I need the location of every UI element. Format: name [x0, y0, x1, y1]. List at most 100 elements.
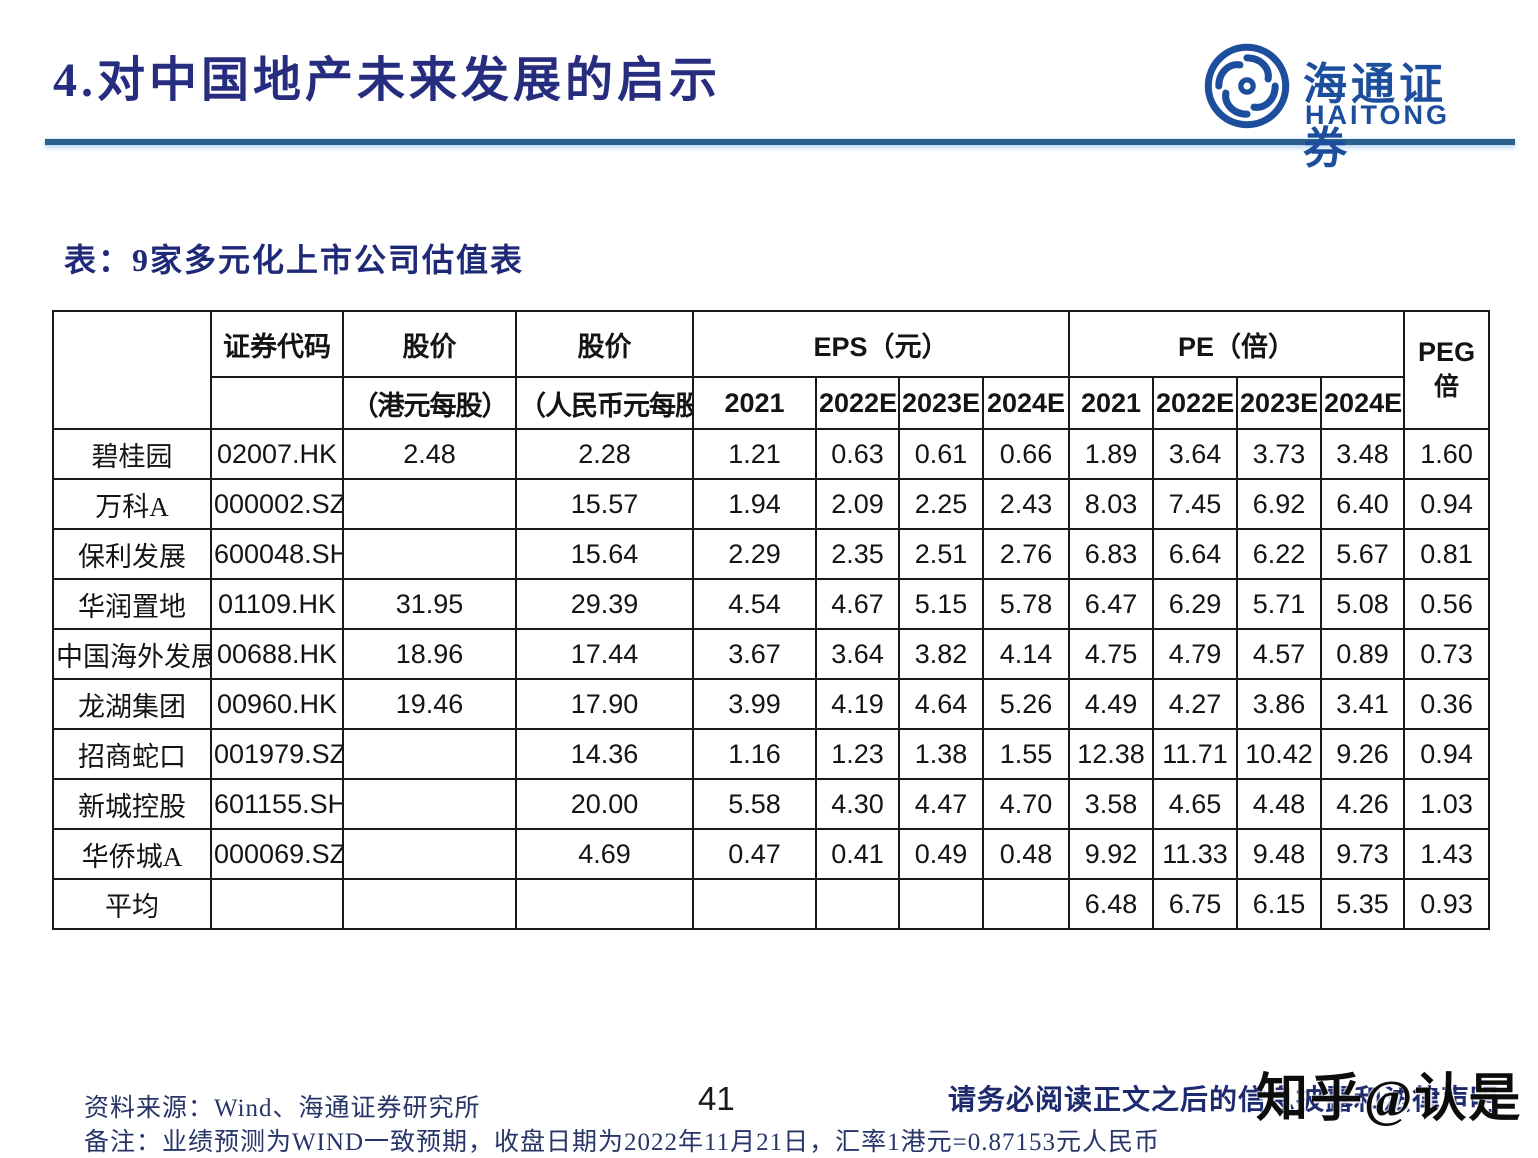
- header-price-hkd-unit: （港元每股）: [342, 376, 517, 430]
- table-row: 招商蛇口 001979.SZ 14.36 1.16 1.23 1.38 1.55…: [52, 728, 1491, 780]
- haitong-logo: 海通证券 HAITONG: [1203, 40, 1493, 173]
- eps-2023e-cell: 0.49: [898, 828, 984, 880]
- eps-2021-cell: 0.47: [692, 828, 817, 880]
- price-hkd-cell: 18.96: [342, 628, 517, 680]
- eps-2022e-cell: 0.41: [815, 828, 900, 880]
- pe-2023e-cell: 9.48: [1236, 828, 1323, 880]
- eps-2023e-cell: 4.47: [898, 778, 984, 830]
- eps-2024e-cell: 0.48: [981, 828, 1071, 880]
- code-cell: 01109.HK: [210, 578, 344, 630]
- table-row: 中国海外发展 00688.HK 18.96 17.44 3.67 3.64 3.…: [52, 628, 1491, 680]
- remark-note: 备注：业绩预测为WIND一致预期，收盘日期为2022年11月21日，汇率1港元=…: [84, 1129, 1160, 1156]
- page-title: 4.对中国地产未来发展的启示: [53, 54, 722, 107]
- pe-2023e-cell: 10.42: [1236, 728, 1323, 780]
- price-hkd-cell: [342, 478, 517, 530]
- eps-2023e-cell: 3.82: [898, 628, 984, 680]
- price-rmb-cell: 20.00: [515, 778, 694, 830]
- company-cell: 华侨城A: [52, 828, 212, 880]
- eps-2024e-cell: 0.66: [981, 428, 1071, 480]
- price-rmb-cell: [515, 878, 694, 930]
- eps-2024e-cell: 5.26: [981, 678, 1071, 730]
- eps-2023e-cell: 0.61: [898, 428, 984, 480]
- price-rmb-cell: 17.44: [515, 628, 694, 680]
- pe-2024e-cell: 6.40: [1320, 478, 1406, 530]
- table-row: 新城控股 601155.SH 20.00 5.58 4.30 4.47 4.70…: [52, 778, 1491, 830]
- peg-cell: 0.94: [1403, 478, 1491, 530]
- pe-2024e-cell: 9.73: [1320, 828, 1406, 880]
- header-eps-group: EPS（元）: [691, 310, 1071, 378]
- price-hkd-cell: [342, 778, 517, 830]
- company-cell: 华润置地: [52, 578, 212, 630]
- pe-2023e-cell: 5.71: [1236, 578, 1323, 630]
- price-rmb-cell: 4.69: [515, 828, 694, 880]
- header-eps-2022e: 2022E: [815, 376, 900, 430]
- code-cell: 02007.HK: [210, 428, 344, 480]
- pe-2022e-cell: 3.64: [1152, 428, 1239, 480]
- pe-2024e-cell: 4.26: [1320, 778, 1406, 830]
- eps-2021-cell: 2.29: [692, 528, 817, 580]
- header-row-groups: 证券代码 股价 股价 EPS（元） PE（倍） PEG 倍: [52, 310, 1491, 430]
- source-note: 资料来源：Wind、海通证券研究所: [84, 1095, 481, 1122]
- company-cell: 龙湖集团: [52, 678, 212, 730]
- code-cell: 601155.SH: [210, 778, 344, 830]
- company-cell: 招商蛇口: [52, 728, 212, 780]
- pe-2024e-cell: 3.48: [1320, 428, 1406, 480]
- pe-2023e-cell: 3.86: [1236, 678, 1323, 730]
- price-rmb-cell: 17.90: [515, 678, 694, 730]
- code-cell: 600048.SH: [210, 528, 344, 580]
- table-row-average: 平均 6.48 6.75 6.15 5.35 0.93: [52, 878, 1491, 930]
- eps-2022e-cell: 4.67: [815, 578, 900, 630]
- title-divider: [45, 139, 1515, 145]
- price-hkd-cell: 2.48: [342, 428, 517, 480]
- header-pe-2022e: 2022E: [1152, 376, 1239, 430]
- price-hkd-cell: 31.95: [342, 578, 517, 630]
- table-row: 华侨城A 000069.SZ 4.69 0.47 0.41 0.49 0.48 …: [52, 828, 1491, 880]
- pe-2021-cell: 6.47: [1068, 578, 1155, 630]
- watermark: 知乎@认是: [1256, 1071, 1523, 1128]
- header-pe-2024e: 2024E: [1320, 376, 1406, 430]
- price-hkd-cell: [342, 828, 517, 880]
- pe-2023e-cell: 3.73: [1236, 428, 1323, 480]
- eps-2022e-cell: 4.30: [815, 778, 900, 830]
- code-cell: 00960.HK: [210, 678, 344, 730]
- code-cell: 001979.SZ: [210, 728, 344, 780]
- eps-2024e-cell: 1.55: [981, 728, 1071, 780]
- pe-2022e-cell: 4.65: [1152, 778, 1239, 830]
- pe-2022e-cell: 7.45: [1152, 478, 1239, 530]
- peg-cell: 1.03: [1403, 778, 1491, 830]
- disclaimer-text: 请务必阅读正文之后的信息披露和法律声明: [948, 1085, 1500, 1116]
- price-rmb-cell: 15.57: [515, 478, 694, 530]
- pe-2021-cell: 8.03: [1068, 478, 1155, 530]
- eps-2024e-cell: 4.70: [981, 778, 1071, 830]
- header-price-hkd: 股价: [342, 310, 517, 378]
- eps-2022e-cell: 0.63: [815, 428, 900, 480]
- eps-2021-cell: 5.58: [692, 778, 817, 830]
- pe-2023e-cell: 4.48: [1236, 778, 1323, 830]
- peg-cell: 1.60: [1403, 428, 1491, 480]
- pe-2022e-cell: 4.79: [1152, 628, 1239, 680]
- eps-2022e-cell: 4.19: [815, 678, 900, 730]
- header-code: 证券代码: [210, 310, 344, 378]
- pe-2023e-cell: 6.92: [1236, 478, 1323, 530]
- pe-2021-cell: 3.58: [1068, 778, 1155, 830]
- eps-2023e-cell: 4.64: [898, 678, 984, 730]
- eps-2024e-cell: 5.78: [981, 578, 1071, 630]
- header-row-sub: （港元每股） （人民币元每股） 2021 2022E 2023E 2024E 2…: [53, 376, 1489, 430]
- header-code-blank: [210, 376, 344, 430]
- pe-2021-cell: 4.49: [1068, 678, 1155, 730]
- peg-cell: 1.43: [1403, 828, 1491, 880]
- eps-2024e-cell: [981, 878, 1071, 930]
- pe-2024e-cell: 5.35: [1320, 878, 1406, 930]
- pe-2021-cell: 9.92: [1068, 828, 1155, 880]
- header-peg: PEG 倍: [1403, 310, 1491, 430]
- peg-cell: 0.94: [1403, 728, 1491, 780]
- pe-2022e-cell: 11.33: [1152, 828, 1239, 880]
- eps-2021-cell: 3.67: [692, 628, 817, 680]
- pe-2024e-cell: 5.08: [1320, 578, 1406, 630]
- price-rmb-cell: 14.36: [515, 728, 694, 780]
- peg-cell: 0.56: [1403, 578, 1491, 630]
- code-cell: [210, 878, 344, 930]
- peg-cell: 0.36: [1403, 678, 1491, 730]
- pe-2021-cell: 12.38: [1068, 728, 1155, 780]
- eps-2023e-cell: [898, 878, 984, 930]
